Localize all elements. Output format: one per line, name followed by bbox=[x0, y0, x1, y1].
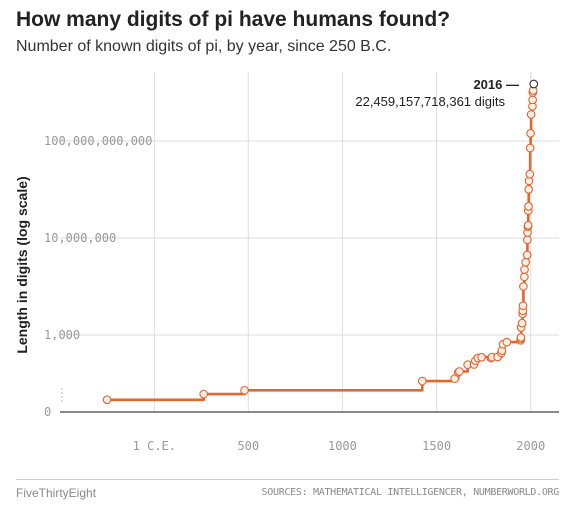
x-tick-label: 1000 bbox=[328, 439, 357, 453]
data-point bbox=[518, 301, 528, 311]
data-point bbox=[417, 376, 427, 386]
data-point bbox=[455, 367, 464, 376]
annotation: 2016 — 22,459,157,718,361 digits bbox=[355, 77, 519, 109]
pi-digits-chart: 1 C.E. 500 1000 1500 2000 0 1,000 10,000,000 100… bbox=[14, 72, 559, 453]
data-point bbox=[524, 202, 533, 211]
data-point bbox=[528, 95, 537, 105]
data-point bbox=[525, 143, 535, 153]
data-point bbox=[477, 352, 486, 362]
y-tick-label: 100,000,000,000 bbox=[44, 134, 152, 148]
data-point bbox=[517, 318, 527, 328]
data-point bbox=[519, 282, 528, 291]
data-point bbox=[529, 79, 539, 89]
data-point bbox=[522, 250, 532, 260]
data-point bbox=[523, 235, 532, 245]
data-point bbox=[523, 220, 533, 230]
data-point bbox=[526, 110, 536, 119]
y-tick-label: 10,000,000 bbox=[44, 231, 116, 245]
series-points bbox=[102, 79, 539, 405]
tick-labels: 1 C.E. 500 1000 1500 2000 0 1,000 10,000,000 100… bbox=[44, 134, 545, 453]
annotation-value: 22,459,157,718,361 digits bbox=[355, 94, 505, 109]
step-line bbox=[107, 84, 536, 402]
data-point bbox=[525, 169, 535, 179]
series-line bbox=[107, 84, 536, 402]
data-point bbox=[199, 389, 209, 399]
chart-title: How many digits of pi have humans found? bbox=[16, 8, 451, 31]
x-tick-label: 1500 bbox=[422, 439, 451, 453]
brand-label: FiveThirtyEight bbox=[16, 486, 97, 500]
data-point bbox=[521, 257, 531, 267]
y-axis-label: Length in digits (log scale) bbox=[14, 176, 30, 353]
chart-subtitle: Number of known digits of pi, by year, s… bbox=[16, 38, 392, 55]
axes bbox=[60, 388, 559, 413]
y-tick-label: 0 bbox=[44, 405, 51, 419]
data-point bbox=[526, 129, 535, 138]
data-point bbox=[102, 395, 112, 405]
data-point bbox=[520, 272, 529, 282]
data-point bbox=[516, 333, 526, 342]
data-point bbox=[520, 265, 529, 274]
data-point bbox=[240, 385, 249, 395]
annotation-year: 2016 — bbox=[473, 77, 519, 92]
x-tick-label: 500 bbox=[237, 439, 259, 453]
footer-divider bbox=[16, 479, 559, 480]
x-tick-label: 1 C.E. bbox=[133, 439, 176, 453]
data-point bbox=[524, 185, 534, 194]
grid bbox=[60, 72, 559, 412]
x-tick-label: 2000 bbox=[516, 439, 545, 453]
data-point bbox=[502, 337, 512, 347]
y-tick-label: 1,000 bbox=[44, 328, 80, 342]
sources-label: SOURCES: MATHEMATICAL INTELLIGENCER, NUM… bbox=[261, 487, 560, 498]
